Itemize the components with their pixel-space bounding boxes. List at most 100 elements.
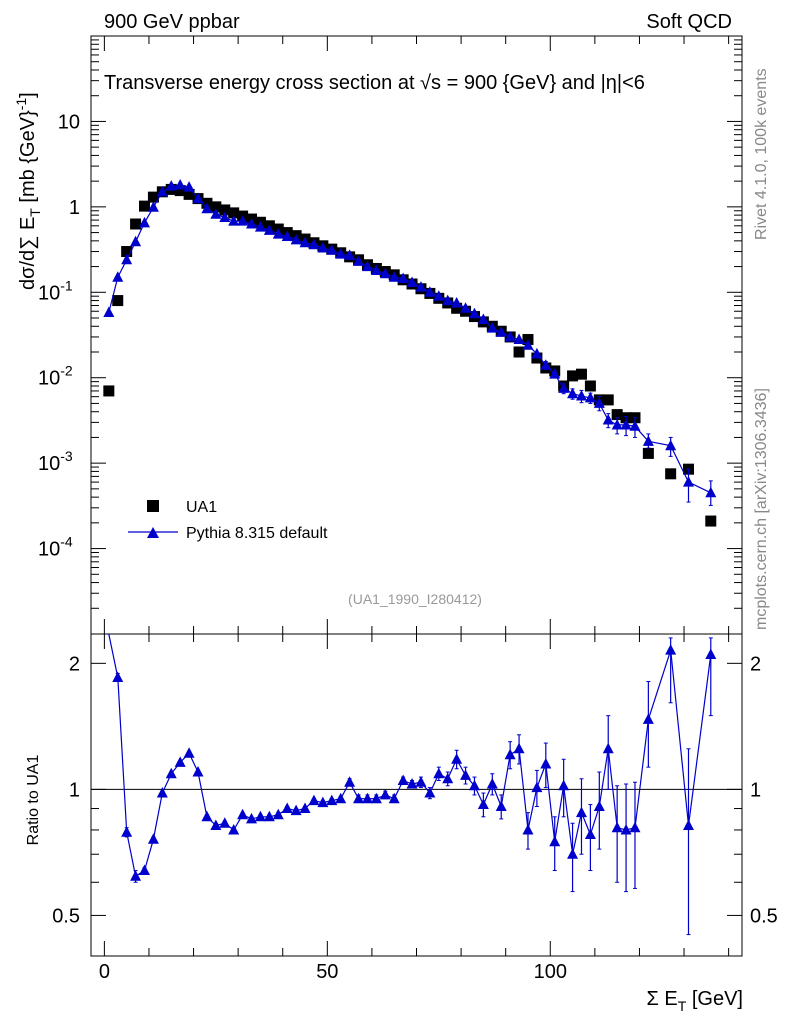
ratio-point [147,833,159,844]
ratio-marks [108,633,717,936]
ratio-ytick-label: 0.5 [52,905,80,927]
ratio-point [183,747,195,758]
ratio-point [228,823,240,835]
main-ytick-label: 10-2 [38,363,73,390]
pythia-point [549,368,561,379]
ua1-point [584,380,596,392]
pythia-point [237,215,249,226]
ratio-point [451,753,463,764]
ratio-point [290,804,302,816]
ratio-ytick-label-right: 2 [750,653,761,675]
ratio-point [504,748,516,760]
ratio-point [379,788,391,800]
pythia-point [121,253,133,265]
ratio-point [156,787,168,798]
ratio-point [201,810,213,822]
main-ytick-label: 10 [58,111,80,133]
ua1-point [103,385,115,397]
legend: UA1 Pythia 8.315 default [128,499,328,542]
ratio-point [575,806,587,818]
ratio-point [531,781,543,793]
ratio-xlabel: Σ ET [GeV] [646,988,743,1014]
pythia-point [370,264,382,275]
pythia-point [602,413,614,425]
pythia-point [228,215,240,226]
ua1-point [130,218,142,230]
pythia-line [108,184,712,494]
ua1-point [451,302,463,314]
pythia-point [130,235,142,247]
pythia-point [629,420,641,431]
ratio-point [317,796,329,808]
pythia-point [246,217,258,229]
ratio-point [549,835,561,847]
ratio-point [424,787,436,798]
main-ytick-label: 10-4 [38,534,73,561]
pythia-point [513,333,525,345]
ua1-point [602,394,614,406]
ratio-point [388,792,400,804]
pythia-point [308,238,320,250]
ratio-point [584,828,596,840]
pythia-point [620,418,632,430]
ua1-point [210,201,222,213]
ua1-point [139,200,151,212]
ratio-point [370,792,382,804]
pythia-point [344,249,356,260]
pythia-point [665,439,677,451]
ratio-point [642,713,654,724]
ratio-point [299,802,311,814]
pythia-point [192,192,204,204]
pythia-point [147,201,159,212]
pythia-point [397,272,409,284]
pythia-point [174,179,186,190]
pythia-point [183,181,195,192]
ratio-point [558,779,570,791]
ratio-xtick-label: 100 [534,961,567,983]
ratio-point [174,756,186,767]
pythia-point [593,397,605,408]
ratio-point [335,792,347,804]
main-ytick-label: 10-3 [38,448,73,475]
pythia-point [272,228,284,239]
pythia-point [558,382,570,393]
ratio-ytick-label: 2 [69,653,80,675]
pythia-point [451,296,463,308]
ratio-point [353,792,365,804]
ua1-point [705,515,717,527]
pythia-point [540,359,552,370]
ratio-point [495,800,507,812]
pythia-point [567,387,579,399]
pythia-point [575,390,587,401]
ratio-ytick-label-right: 1 [750,779,761,801]
pythia-point [156,185,168,197]
ratio-line [108,633,712,878]
ratio-point [468,779,480,791]
ratio-point [442,772,454,784]
ua1-point [219,204,231,216]
pythia-point [495,326,507,337]
ratio-point [165,767,177,779]
ratio-point [540,757,552,769]
ratio-point [326,794,338,806]
pythia-point [353,255,365,266]
pythia-point [112,271,124,282]
pythia-point [477,313,489,325]
ratio-point [361,792,373,804]
ratio-point [263,810,275,822]
pythia-point [486,322,498,333]
ratio-ytick-label-right: 0.5 [750,905,778,927]
ratio-point [513,742,525,754]
ua1-point [665,468,677,480]
pythia-point [522,339,534,350]
pythia-point [165,180,177,191]
pythia-point [335,248,347,259]
pythia-point [317,241,329,253]
legend-label-pythia: Pythia 8.315 default [186,525,328,542]
ua1-point [642,447,654,459]
ratio-point [602,742,614,754]
ratio-axes: 0 50 100 0.5 0.5 1 1 2 2 [52,634,778,983]
pythia-point [210,208,222,219]
pythia-point [406,276,418,288]
